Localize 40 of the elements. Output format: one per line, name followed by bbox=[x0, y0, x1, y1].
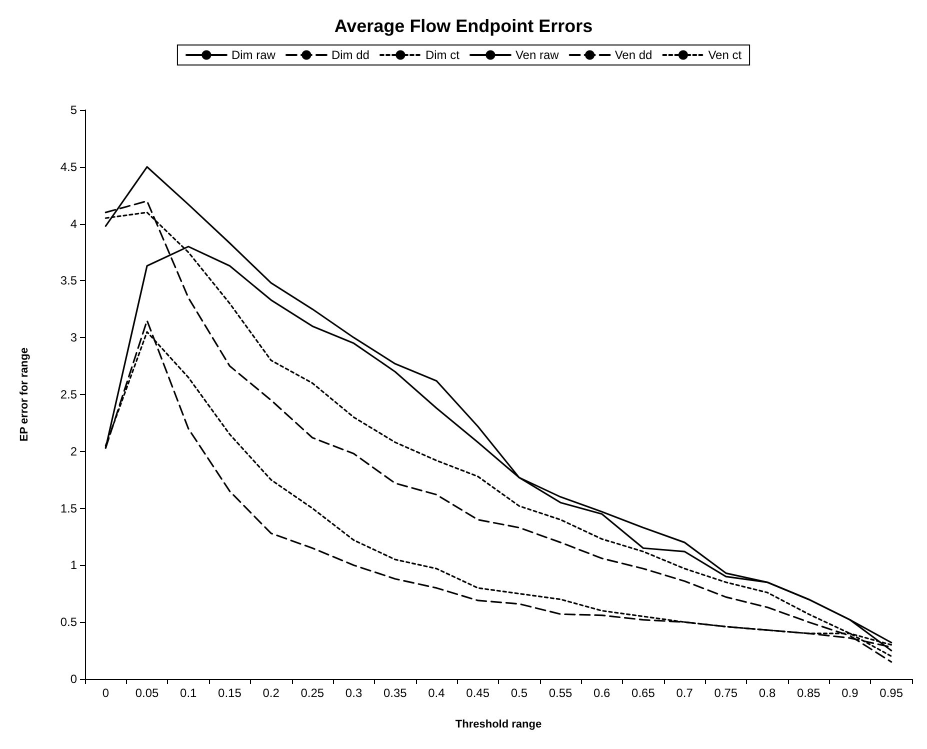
y-tick-label: 3 bbox=[70, 330, 78, 345]
x-tick-label: 0.7 bbox=[676, 686, 694, 700]
x-tick-label: 0.25 bbox=[300, 686, 324, 700]
y-tick-label: 4 bbox=[70, 216, 78, 231]
x-tick-label: 0.4 bbox=[428, 686, 446, 700]
legend-label: Ven ct bbox=[708, 48, 742, 62]
x-tick-label: 0.15 bbox=[218, 686, 242, 700]
y-tick-label: 1.5 bbox=[60, 501, 78, 516]
legend-label: Dim ct bbox=[425, 48, 460, 62]
x-tick-label: 0.9 bbox=[842, 686, 859, 700]
y-tick-label: 2 bbox=[70, 444, 78, 458]
y-tick-label: 0.5 bbox=[60, 615, 78, 630]
y-tick-label: 3.5 bbox=[60, 274, 78, 288]
legend-label: Dim dd bbox=[331, 48, 370, 62]
legend-label: Dim raw bbox=[231, 48, 276, 62]
x-tick-label: 0.2 bbox=[262, 686, 280, 700]
chart-title: Average Flow Endpoint Errors bbox=[334, 16, 593, 36]
x-tick-label: 0 bbox=[102, 686, 110, 700]
y-tick-label: 0 bbox=[70, 672, 78, 686]
x-tick-label: 0.35 bbox=[383, 686, 408, 700]
legend-label: Ven dd bbox=[614, 48, 652, 62]
y-axis-title: EP error for range bbox=[18, 348, 30, 442]
x-tick-label: 0.85 bbox=[796, 686, 821, 700]
y-tick-label: 5 bbox=[70, 103, 78, 117]
x-tick-label: 0.45 bbox=[466, 686, 490, 700]
x-tick-label: 0.5 bbox=[510, 686, 528, 700]
x-tick-label: 0.05 bbox=[135, 686, 160, 700]
y-tick-label: 2.5 bbox=[60, 388, 78, 402]
x-tick-label: 0.6 bbox=[594, 686, 611, 700]
legend-label: Ven raw bbox=[515, 48, 560, 62]
x-tick-label: 0.75 bbox=[714, 686, 738, 700]
x-tick-label: 0.8 bbox=[758, 686, 776, 700]
x-tick-label: 0.3 bbox=[345, 686, 362, 700]
x-axis-title: Threshold range bbox=[455, 718, 542, 730]
y-tick-label: 1 bbox=[70, 558, 78, 572]
y-tick-label: 4.5 bbox=[60, 160, 78, 174]
x-tick-label: 0.95 bbox=[880, 686, 904, 700]
x-tick-label: 0.1 bbox=[180, 686, 198, 700]
x-tick-label: 0.55 bbox=[548, 686, 573, 700]
x-tick-label: 0.65 bbox=[632, 686, 656, 700]
